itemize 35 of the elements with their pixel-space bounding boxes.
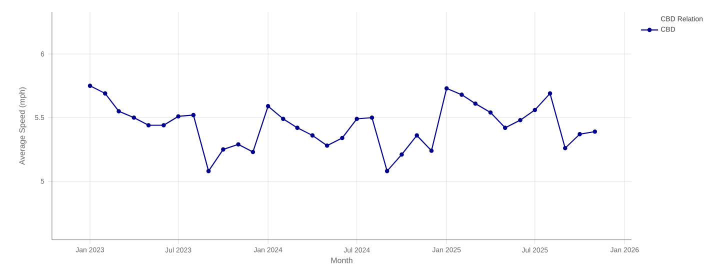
point	[281, 116, 286, 122]
point	[473, 102, 478, 106]
point	[324, 144, 330, 148]
point	[116, 109, 121, 114]
point	[429, 148, 434, 153]
point	[578, 132, 582, 136]
point	[532, 108, 538, 112]
point	[162, 123, 166, 128]
point	[370, 116, 374, 120]
point	[414, 133, 419, 138]
point	[502, 126, 508, 130]
point	[592, 130, 598, 134]
point	[548, 91, 552, 96]
point	[250, 150, 256, 154]
point	[310, 133, 315, 138]
point	[102, 91, 108, 96]
point	[340, 136, 344, 140]
point	[488, 110, 493, 115]
point	[132, 116, 136, 120]
point	[354, 116, 359, 122]
point	[206, 169, 211, 174]
point	[444, 86, 449, 91]
point	[518, 118, 522, 122]
point	[191, 113, 196, 118]
point	[146, 123, 151, 128]
point	[460, 92, 464, 97]
point	[563, 146, 568, 150]
point	[236, 142, 240, 147]
point	[176, 114, 180, 119]
point	[266, 104, 270, 108]
point	[384, 169, 390, 174]
point	[221, 147, 226, 152]
point	[295, 126, 300, 130]
point	[88, 84, 92, 88]
point	[400, 152, 404, 157]
